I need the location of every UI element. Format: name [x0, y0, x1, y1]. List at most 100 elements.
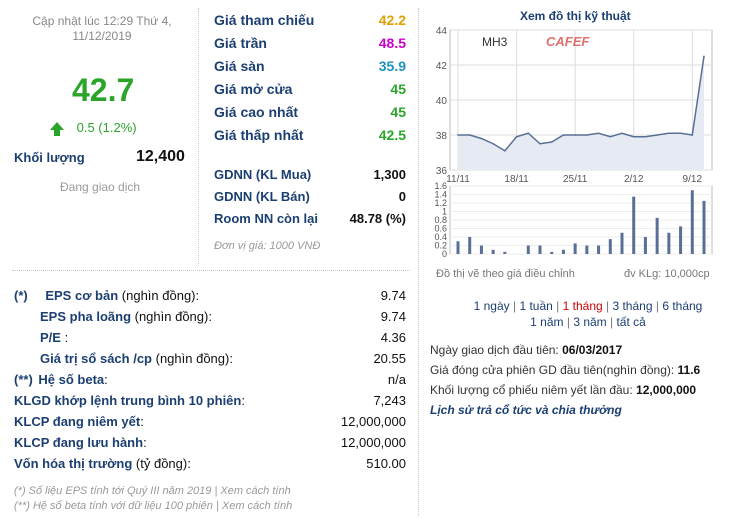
financial-value: 4.36: [380, 330, 406, 345]
price-stat-row: Giá tham chiếu 42.2: [214, 12, 406, 28]
dividend-history-link[interactable]: Lịch sử trả cổ tức và chia thưởng: [430, 403, 622, 417]
range-option[interactable]: 1 ngày: [473, 299, 510, 313]
volume-bar: [491, 249, 495, 254]
price-point: [668, 132, 670, 135]
volume-tick-label: 0.4: [434, 232, 447, 242]
x-tick-label: 11/11: [446, 174, 470, 185]
listing-value: 06/03/2017: [562, 343, 623, 357]
volume-bar: [585, 245, 589, 254]
volume-bar: [597, 245, 601, 254]
price-stat-value: 42.2: [378, 12, 406, 28]
price-change: 0.5 (1.2%): [49, 120, 137, 137]
range-option[interactable]: 1 tuần: [519, 299, 553, 313]
financial-value: 12,000,000: [340, 414, 406, 429]
foreign-value: 1,300: [373, 167, 406, 182]
financial-name: Giá trị sổ sách /cp: [40, 351, 152, 366]
x-tick-label: 25/11: [563, 174, 588, 185]
price-point: [679, 132, 682, 135]
update-line1: Cập nhật lúc 12:29 Thứ 4,: [32, 14, 172, 28]
financial-value: 7,243: [373, 393, 406, 408]
volume-bar: [690, 190, 694, 254]
financial-row: KLCP đang niêm yết: 12,000,000: [14, 414, 406, 429]
volume-tick-label: 0.6: [434, 224, 447, 234]
price-stat-label: Giá cao nhất: [214, 104, 299, 120]
listing-value: 11.6: [677, 363, 701, 377]
financial-name: EPS pha loãng: [40, 309, 132, 324]
listing-label: Khối lượng cổ phiếu niêm yết lần đầu:: [430, 383, 637, 397]
financial-name: KLCP đang niêm yết: [14, 414, 141, 429]
financial-suffix: (nghìn đồng):: [131, 309, 212, 324]
financial-row: (**) Hệ số beta: n/a: [14, 372, 406, 387]
range-option[interactable]: 1 năm: [530, 315, 564, 329]
financial-label: (**) Hệ số beta:: [14, 372, 108, 387]
financial-value: 12,000,000: [340, 435, 406, 450]
price-stat-row: Giá trần 48.5: [214, 35, 406, 51]
volume-bar: [679, 226, 683, 254]
volume-bar: [632, 196, 636, 254]
range-separator: |: [602, 299, 613, 313]
current-price: 42.7: [72, 72, 135, 108]
price-tick-label: 40: [436, 96, 448, 107]
footnote-eps[interactable]: (*) Số liệu EPS tính tới Quý III năm 201…: [14, 485, 291, 497]
range-option[interactable]: 3 năm: [573, 315, 607, 329]
range-separator: |: [563, 315, 574, 329]
volume-bar: [561, 249, 565, 254]
price-stat-row: Giá thấp nhất 42.5: [214, 127, 406, 143]
range-option[interactable]: 1 tháng: [562, 299, 603, 313]
volume-bar: [573, 243, 577, 254]
price-tick-label: 36: [436, 166, 448, 177]
range-option[interactable]: tất cả: [616, 315, 646, 329]
range-option[interactable]: 3 tháng: [612, 299, 653, 313]
price-stat-label: Giá mở cửa: [214, 81, 293, 97]
listing-row: Giá đóng cửa phiên GD đầu tiên(nghìn đồn…: [430, 363, 700, 377]
divider: [198, 8, 199, 266]
financial-row: EPS pha loãng (nghìn đồng): 9.74: [40, 309, 406, 324]
financial-row: Giá trị sổ sách /cp (nghìn đồng): 20.55: [40, 351, 406, 366]
chart-title[interactable]: Xem đồ thị kỹ thuật: [520, 9, 631, 23]
volume-tick-label: 1.2: [434, 198, 447, 208]
financial-name: Vốn hóa thị trường: [14, 456, 133, 471]
volume-bar: [456, 241, 460, 254]
listing-row: Khối lượng cổ phiếu niêm yết lần đầu: 12…: [430, 383, 696, 397]
price-point: [504, 149, 506, 152]
financial-value: 20.55: [373, 351, 406, 366]
financial-suffix: :: [241, 393, 245, 408]
range-option[interactable]: 6 tháng: [662, 299, 703, 313]
chart-note: Đồ thị vẽ theo giá điều chỉnh: [436, 268, 575, 280]
price-point: [691, 134, 694, 136]
foreign-label: Room NN còn lại: [214, 211, 319, 226]
volume-tick-label: 1.4: [434, 190, 447, 200]
price-stat-label: Giá trần: [214, 35, 267, 51]
financial-name: EPS cơ bản: [45, 288, 119, 303]
volume-bar: [608, 239, 612, 254]
price-stat-value: 45: [390, 81, 406, 97]
financial-value: 510.00: [366, 456, 406, 471]
financial-prefix: (*): [14, 288, 32, 303]
foreign-row: Room NN còn lại 48.78 (%): [214, 211, 406, 226]
volume-unit: đv KLg: 10,000cp: [624, 268, 710, 280]
price-point: [609, 135, 612, 138]
listing-row: Ngày giao dịch đầu tiên: 06/03/2017: [430, 343, 622, 357]
price-point: [597, 132, 600, 135]
price-change-value: 0.5 (1.2%): [76, 120, 137, 135]
range-separator: |: [652, 299, 663, 313]
foreign-value: 48.78 (%): [349, 211, 406, 226]
price-line: [458, 56, 705, 152]
range-separator: |: [509, 299, 520, 313]
update-time: Cập nhật lúc 12:29 Thứ 4, 11/12/2019: [12, 14, 192, 44]
price-point: [574, 134, 576, 136]
foreign-row: GDNN (KL Mua) 1,300: [214, 167, 406, 182]
financial-label: (*) EPS cơ bản (nghìn đồng):: [14, 288, 199, 303]
foreign-value: 0: [398, 189, 406, 204]
financial-name: KLGD khớp lệnh trung bình 10 phiên: [14, 393, 242, 408]
footnote-beta[interactable]: (**) Hệ số beta tính với dữ liệu 100 phi…: [14, 500, 293, 512]
price-tick-label: 44: [436, 26, 448, 37]
volume-tick-label: 1: [442, 207, 447, 217]
price-stat-value: 48.5: [378, 35, 406, 51]
price-point: [457, 134, 459, 136]
volume-bar: [702, 200, 706, 254]
chart-symbol: MH3: [482, 35, 508, 49]
volume-bar: [550, 251, 554, 254]
update-line2: 11/12/2019: [72, 29, 132, 43]
